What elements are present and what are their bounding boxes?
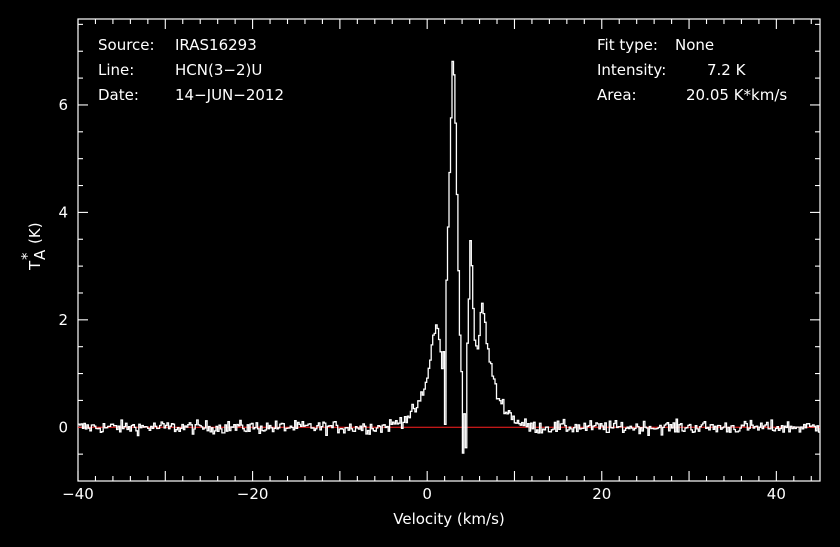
y-axis-label-sup: *	[18, 252, 36, 260]
fit-type-label: Fit type:	[597, 36, 658, 54]
intensity-label: Intensity:	[597, 61, 666, 79]
y-tick-label: 0	[58, 418, 68, 436]
y-tick-label: 6	[58, 96, 68, 114]
x-tick-label: 40	[767, 485, 786, 503]
x-tick-label: 0	[422, 485, 432, 503]
y-axis-label: T A * (K)	[18, 222, 49, 271]
intensity-value: 7.2 K	[707, 61, 747, 79]
date-value: 14−JUN−2012	[175, 86, 284, 104]
axis-tick-labels: −40 −20 0 20 40 0 2 4 6	[58, 96, 785, 503]
axis-ticks	[77, 19, 820, 481]
plot-frame	[77, 18, 821, 482]
area-label: Area:	[597, 86, 637, 104]
source-value: IRAS16293	[175, 36, 257, 54]
y-axis-label-sub: A	[31, 249, 49, 260]
plot-frame-border	[77, 18, 821, 482]
source-label: Source:	[98, 36, 155, 54]
x-axis-label: Velocity (km/s)	[393, 510, 504, 528]
y-axis-label-main: T	[26, 260, 44, 271]
y-tick-label: 4	[58, 203, 68, 221]
area-value: 20.05 K*km/s	[686, 86, 787, 104]
date-label: Date:	[98, 86, 139, 104]
y-tick-label: 2	[58, 311, 68, 329]
spectrum-line	[78, 60, 820, 454]
line-value: HCN(3−2)U	[175, 61, 262, 79]
y-axis-label-unit: (K)	[26, 222, 44, 244]
fit-type-value: None	[675, 36, 714, 54]
x-tick-label: −40	[62, 485, 94, 503]
x-tick-label: −20	[237, 485, 269, 503]
line-label: Line:	[98, 61, 134, 79]
x-tick-label: 20	[592, 485, 611, 503]
